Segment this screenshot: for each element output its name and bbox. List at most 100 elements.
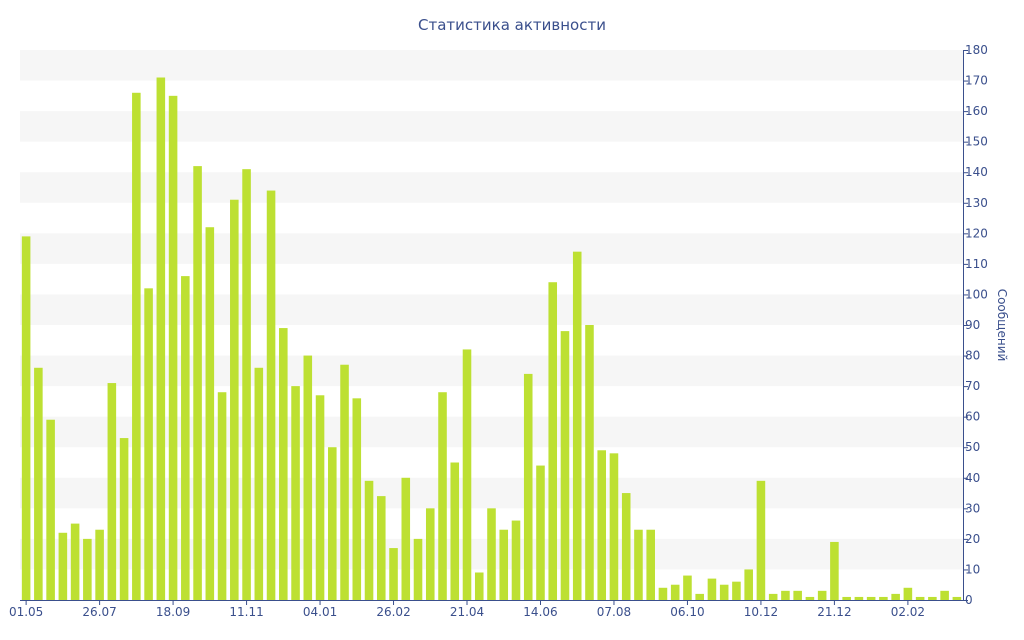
bar [107, 383, 117, 600]
x-tick-label: 11.11 [229, 605, 263, 619]
y-tick-label: 130 [965, 196, 988, 210]
bar [425, 508, 435, 600]
bar [707, 578, 717, 600]
bar [462, 349, 472, 600]
bar [572, 251, 582, 601]
x-tick-label: 14.06 [523, 605, 557, 619]
bar [291, 386, 300, 600]
x-tick-label: 10.12 [744, 605, 778, 619]
chart-title: Статистика активности [418, 16, 606, 34]
bar [303, 355, 313, 600]
y-tick-label: 180 [965, 43, 988, 57]
bar [132, 92, 141, 600]
y-tick-label: 70 [965, 379, 980, 393]
bar [695, 593, 704, 600]
y-tick-label: 40 [965, 471, 980, 485]
bar [940, 590, 949, 600]
bar [683, 575, 692, 600]
x-tick-label: 26.02 [376, 605, 410, 619]
bar [315, 395, 325, 600]
bar [952, 596, 962, 600]
bar [95, 529, 104, 600]
bar [119, 438, 129, 600]
bar [193, 166, 202, 601]
bar [621, 493, 631, 600]
bar [279, 328, 288, 600]
bar [756, 480, 766, 600]
y-tick-label: 150 [965, 135, 988, 149]
bar [376, 496, 386, 600]
x-tick-label: 06.10 [670, 605, 704, 619]
bar [817, 590, 827, 600]
x-tick-label: 07.08 [597, 605, 631, 619]
x-tick-label: 02.02 [891, 605, 925, 619]
bar [364, 480, 374, 600]
y-tick-label: 110 [965, 257, 988, 271]
x-tick-label: 26.07 [82, 605, 116, 619]
bar [144, 288, 153, 600]
bar [438, 392, 447, 600]
x-tick-label: 18.09 [156, 605, 190, 619]
bar [560, 331, 570, 600]
x-tick-label: 21.12 [817, 605, 851, 619]
bar [634, 529, 643, 600]
y-tick-label: 140 [965, 165, 988, 179]
bar [83, 538, 92, 600]
bar [413, 538, 423, 600]
bar [732, 581, 741, 600]
y-tick-label: 0 [965, 593, 973, 607]
bar [536, 465, 545, 600]
bar [511, 520, 521, 600]
x-tick-label: 21.04 [450, 605, 484, 619]
bar [487, 508, 496, 600]
bar [499, 529, 509, 600]
bar [854, 596, 864, 600]
bar [928, 596, 937, 600]
bar [805, 596, 815, 600]
bar [217, 392, 227, 600]
bar [646, 529, 655, 600]
x-ticks: 01.05 26.07 18.09 11.11 04.01 26.02 21.04 14.06… [9, 600, 925, 619]
bar [450, 462, 460, 600]
bar [58, 532, 68, 600]
y-tick-label: 80 [965, 349, 980, 363]
y-tick-label: 50 [965, 440, 980, 454]
bar [46, 419, 55, 600]
bar [719, 584, 729, 600]
bar [34, 367, 43, 600]
bar [866, 596, 876, 600]
bar [230, 199, 239, 600]
bars [21, 77, 962, 601]
y-ticks: 0 10 20 30 40 50 60 70 80 90 100 110 120 130 140 150 160… [963, 43, 988, 607]
bar [205, 227, 215, 600]
y-tick-label: 10 [965, 562, 980, 576]
bar [340, 364, 349, 600]
bar [585, 325, 594, 600]
bar [21, 236, 31, 600]
y-tick-label: 30 [965, 501, 980, 515]
bar [389, 548, 398, 600]
y-tick-label: 20 [965, 532, 980, 546]
bar [242, 169, 251, 601]
y-tick-label: 90 [965, 318, 980, 332]
bar [352, 398, 362, 600]
bar [830, 541, 839, 600]
bar [891, 593, 900, 600]
bar [156, 77, 166, 600]
bar [523, 373, 533, 600]
bar [597, 450, 606, 600]
y-tick-label: 100 [965, 287, 988, 301]
bar [768, 593, 778, 600]
grid-band [20, 50, 963, 81]
bar [168, 95, 178, 600]
y-axis-title: Сообщений [995, 289, 1009, 362]
bar [181, 276, 190, 600]
bar [793, 590, 802, 600]
x-tick-label: 01.05 [9, 605, 43, 619]
bar [474, 572, 484, 600]
bar [328, 447, 337, 600]
bar [70, 523, 80, 600]
y-tick-label: 160 [965, 104, 988, 118]
bar [548, 282, 558, 600]
